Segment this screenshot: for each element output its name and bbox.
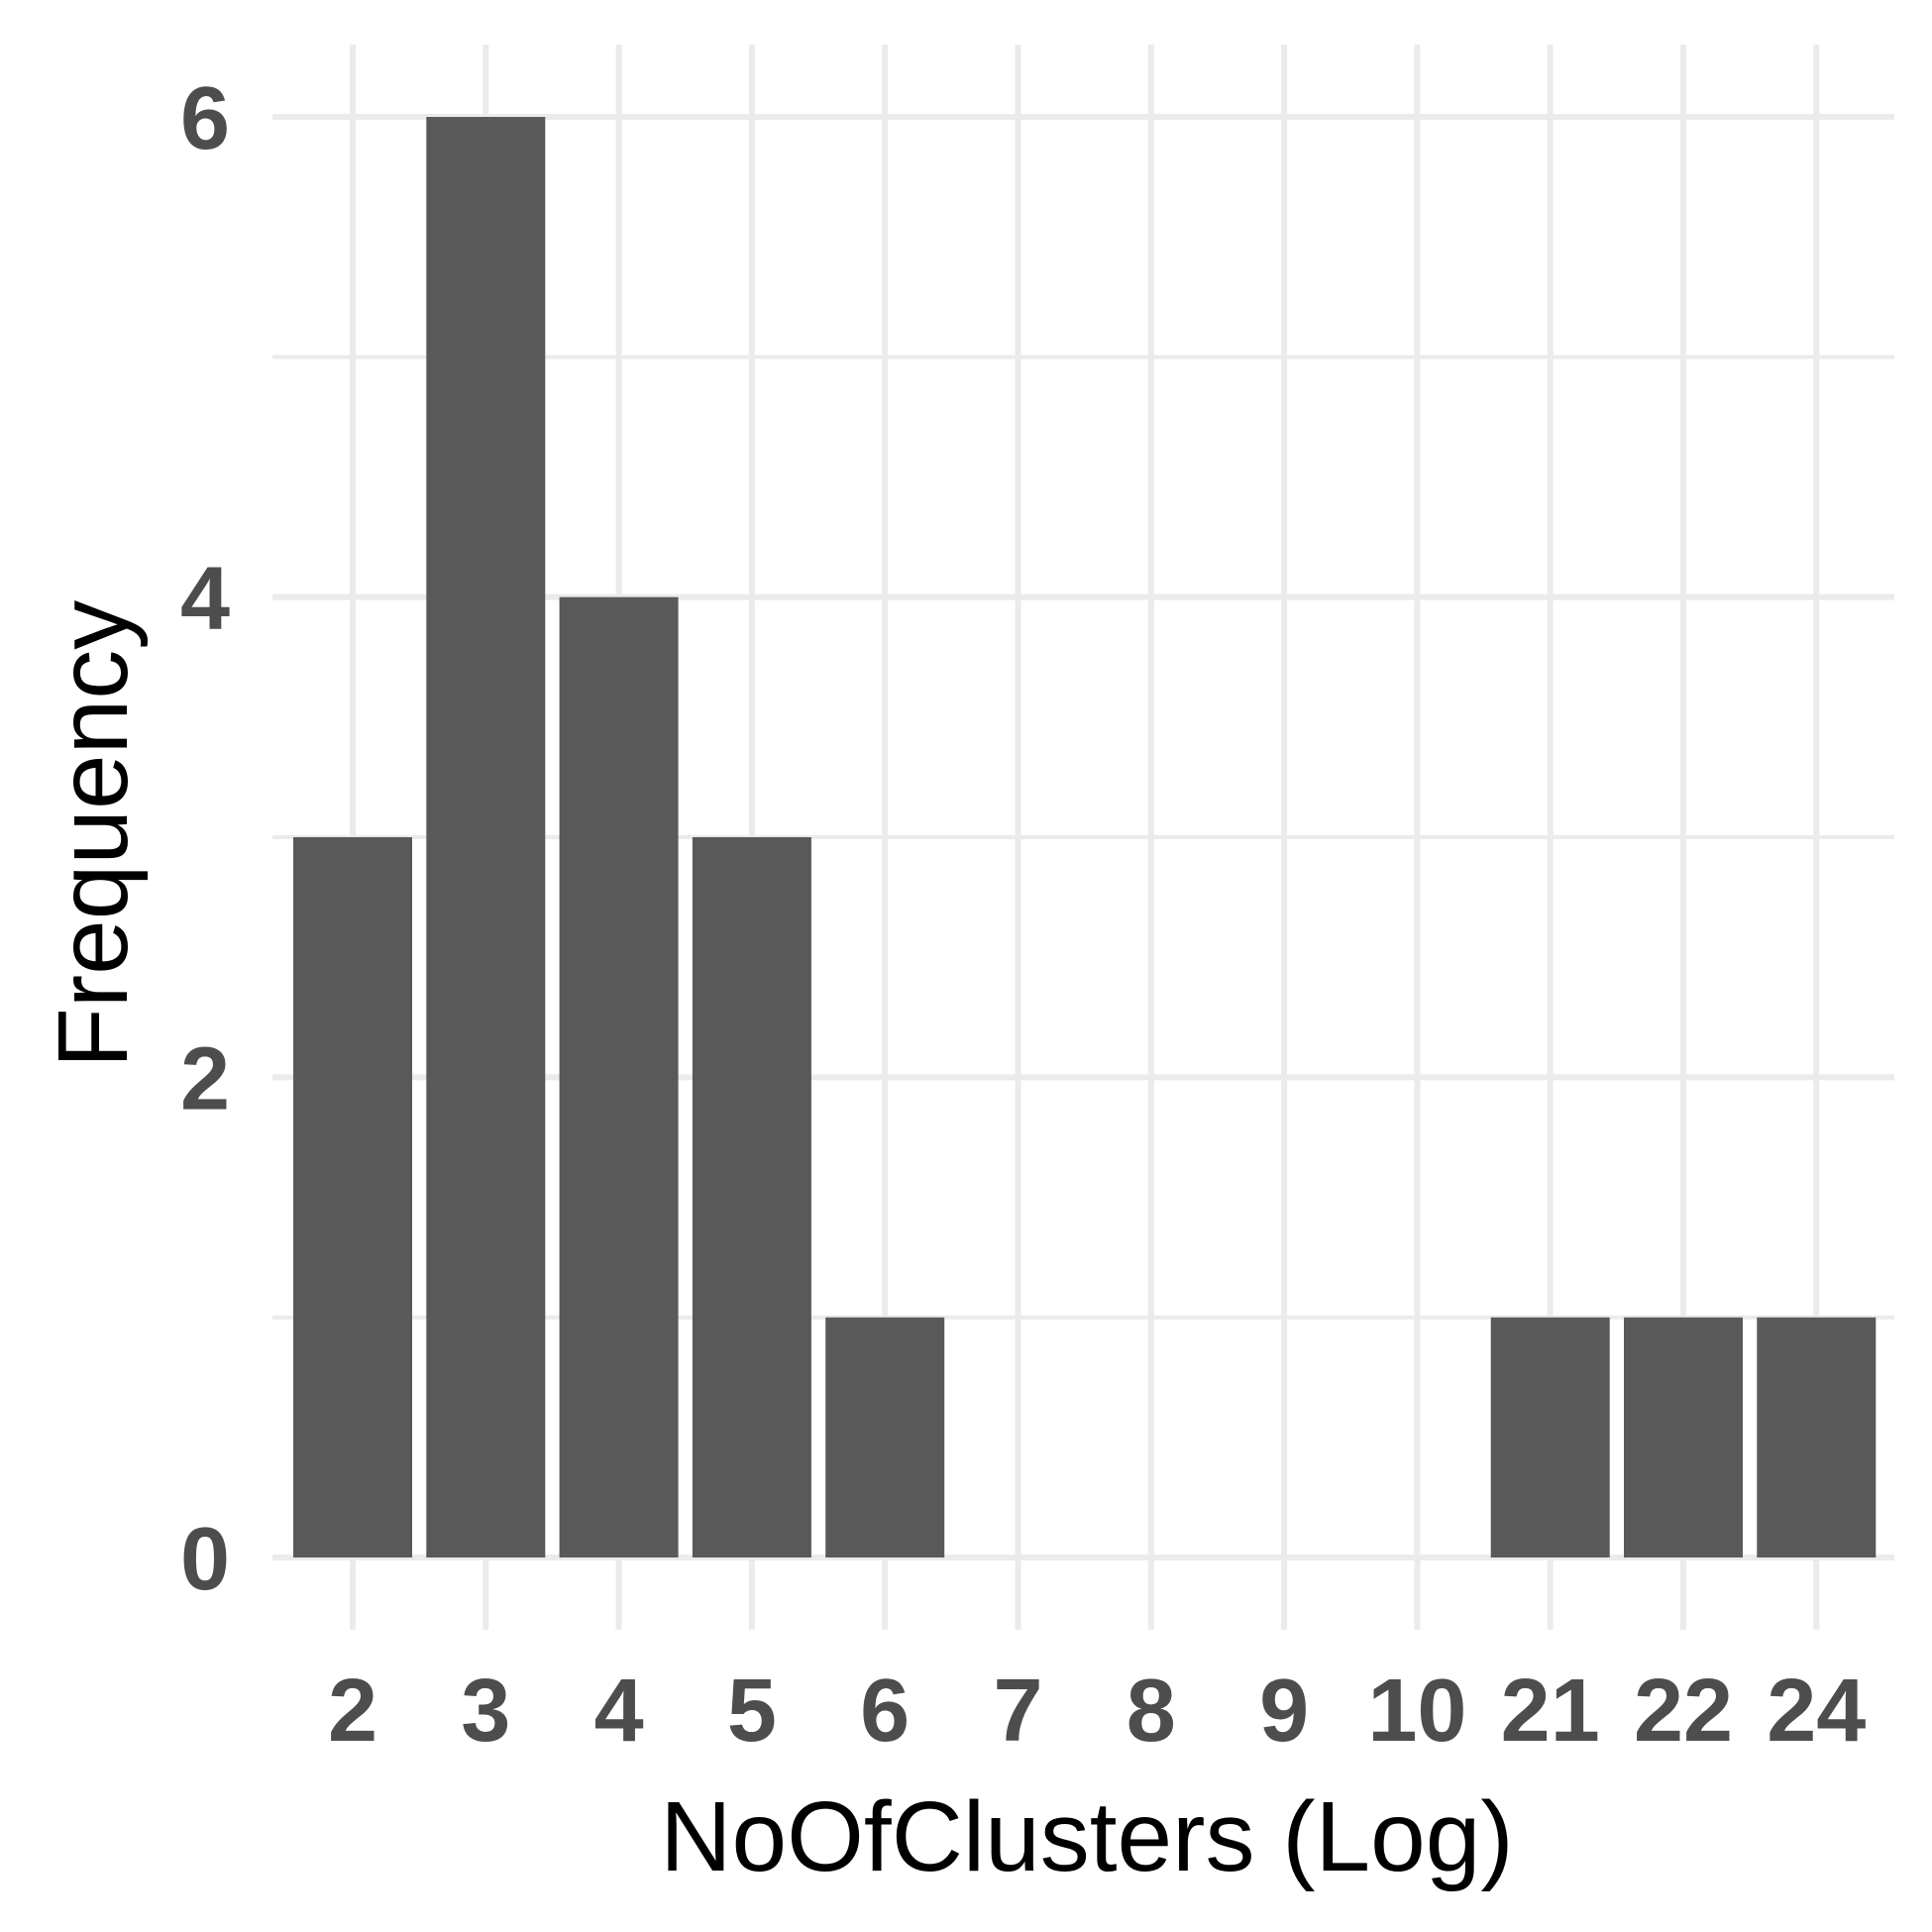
y-tick-labels: 0 2 4 6 bbox=[180, 69, 230, 1609]
bar-3 bbox=[426, 117, 546, 1557]
x-tick-label: 3 bbox=[461, 1662, 510, 1761]
x-tick-label: 6 bbox=[860, 1662, 910, 1761]
y-tick-label: 6 bbox=[180, 69, 230, 168]
bar-6 bbox=[825, 1317, 945, 1557]
x-tick-label: 2 bbox=[328, 1662, 377, 1761]
bars bbox=[293, 117, 1877, 1557]
x-tick-label: 10 bbox=[1367, 1662, 1466, 1761]
bar-24 bbox=[1757, 1317, 1877, 1557]
x-tick-label: 4 bbox=[594, 1662, 644, 1761]
x-tick-label: 22 bbox=[1634, 1662, 1733, 1761]
y-tick-label: 0 bbox=[180, 1510, 230, 1609]
x-tick-label: 9 bbox=[1259, 1662, 1309, 1761]
bar-22 bbox=[1624, 1317, 1743, 1557]
x-tick-label: 7 bbox=[993, 1662, 1042, 1761]
bar-4 bbox=[559, 596, 679, 1557]
x-tick-label: 21 bbox=[1501, 1662, 1600, 1761]
x-tick-label: 8 bbox=[1127, 1662, 1176, 1761]
y-axis-title: Frequency bbox=[38, 600, 149, 1068]
bar-5 bbox=[692, 837, 811, 1557]
x-tick-label: 5 bbox=[727, 1662, 777, 1761]
x-axis-title: NoOfClusters (Log) bbox=[660, 1781, 1513, 1892]
y-tick-label: 4 bbox=[180, 550, 230, 649]
x-tick-label: 24 bbox=[1767, 1662, 1866, 1761]
bar-21 bbox=[1490, 1317, 1610, 1557]
bar-2 bbox=[293, 837, 412, 1557]
y-tick-label: 2 bbox=[180, 1029, 230, 1128]
x-tick-labels: 2 3 4 5 6 7 8 9 10 21 22 24 bbox=[328, 1662, 1866, 1761]
